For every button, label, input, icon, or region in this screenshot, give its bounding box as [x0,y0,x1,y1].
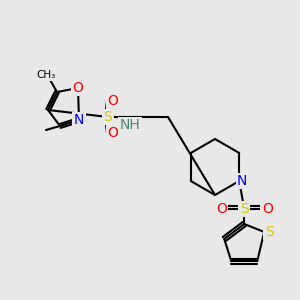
Text: CH₃: CH₃ [36,70,56,80]
Text: O: O [108,126,118,140]
Text: S: S [240,202,249,216]
Text: N: N [74,113,84,127]
Text: S: S [265,225,274,239]
Text: O: O [108,94,118,108]
Text: O: O [73,81,83,95]
Text: NH: NH [120,118,140,132]
Text: O: O [262,202,273,216]
Text: S: S [103,110,112,124]
Text: O: O [216,202,227,216]
Text: N: N [237,174,247,188]
